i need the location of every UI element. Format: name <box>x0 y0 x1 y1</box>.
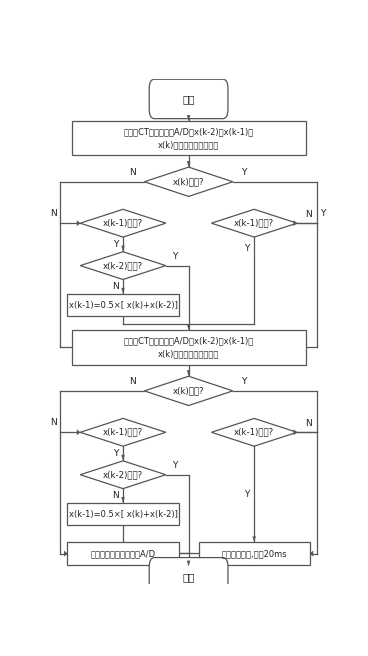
Polygon shape <box>294 220 297 226</box>
Polygon shape <box>80 252 166 279</box>
Polygon shape <box>144 167 233 196</box>
Text: Y: Y <box>244 490 250 499</box>
Polygon shape <box>187 370 190 377</box>
Text: 置保护闭锁标,展宽20ms: 置保护闭锁标,展宽20ms <box>222 549 287 558</box>
Text: x(k-1)异常?: x(k-1)异常? <box>103 428 143 437</box>
Text: N: N <box>305 210 312 218</box>
Text: Y: Y <box>241 168 247 177</box>
Text: N: N <box>113 491 119 501</box>
Polygon shape <box>64 550 67 556</box>
Polygon shape <box>80 461 166 489</box>
Polygon shape <box>187 324 190 330</box>
Bar <box>67 543 178 565</box>
Text: Y: Y <box>241 377 247 386</box>
Text: N: N <box>130 377 137 386</box>
FancyBboxPatch shape <box>149 558 228 596</box>
Text: N: N <box>113 282 119 291</box>
Text: Y: Y <box>113 449 118 458</box>
Bar <box>199 543 310 565</box>
Text: 采样数据切换至第二路A/D: 采样数据切换至第二路A/D <box>91 549 156 558</box>
Polygon shape <box>121 455 125 461</box>
Polygon shape <box>80 209 166 237</box>
Text: 结束: 结束 <box>183 572 195 582</box>
Polygon shape <box>211 209 297 237</box>
Polygon shape <box>77 220 80 226</box>
Polygon shape <box>144 377 233 405</box>
Bar <box>72 330 305 365</box>
Text: N: N <box>305 419 312 428</box>
Bar <box>67 503 178 525</box>
Polygon shape <box>80 419 166 446</box>
Bar <box>67 294 178 316</box>
Polygon shape <box>310 550 313 556</box>
Text: x(k)异常?: x(k)异常? <box>173 386 204 396</box>
Text: Y: Y <box>171 461 177 470</box>
Text: N: N <box>50 209 57 218</box>
Text: Y: Y <box>113 240 118 249</box>
Text: Y: Y <box>320 209 325 218</box>
Polygon shape <box>77 429 80 436</box>
Polygon shape <box>294 429 297 436</box>
Text: Y: Y <box>244 243 250 253</box>
Text: x(k-2)异常?: x(k-2)异常? <box>103 261 143 270</box>
Text: Y: Y <box>171 252 177 261</box>
Polygon shape <box>211 419 297 446</box>
Bar <box>72 121 305 155</box>
Polygon shape <box>187 561 190 567</box>
Polygon shape <box>252 537 256 543</box>
Polygon shape <box>187 115 190 121</box>
Text: N: N <box>130 168 137 177</box>
Text: x(k-1)异常?: x(k-1)异常? <box>234 428 274 437</box>
Text: x(k)异常?: x(k)异常? <box>173 177 204 186</box>
Polygon shape <box>187 161 190 167</box>
Text: 对两个CT绕组第一路A/D中x(k-2)、x(k-1)、
x(k)点采样偏差进行判断: 对两个CT绕组第一路A/D中x(k-2)、x(k-1)、 x(k)点采样偏差进行… <box>124 127 254 149</box>
Text: N: N <box>50 418 57 426</box>
FancyBboxPatch shape <box>149 79 228 119</box>
Polygon shape <box>121 288 125 294</box>
Polygon shape <box>121 497 125 503</box>
Text: x(k-1)=0.5×[ x(k)+x(k-2)]: x(k-1)=0.5×[ x(k)+x(k-2)] <box>68 510 177 519</box>
Text: 开始: 开始 <box>183 94 195 104</box>
Polygon shape <box>121 245 125 252</box>
Text: x(k-1)异常?: x(k-1)异常? <box>103 218 143 228</box>
Text: x(k-1)异常?: x(k-1)异常? <box>234 218 274 228</box>
Text: x(k-1)=0.5×[ x(k)+x(k-2)]: x(k-1)=0.5×[ x(k)+x(k-2)] <box>68 300 177 310</box>
Text: x(k-2)异常?: x(k-2)异常? <box>103 470 143 480</box>
Text: 对两个CT绕组第二路A/D中x(k-2)、x(k-1)、
x(k)点采样偏差进行判断: 对两个CT绕组第二路A/D中x(k-2)、x(k-1)、 x(k)点采样偏差进行… <box>124 337 254 358</box>
